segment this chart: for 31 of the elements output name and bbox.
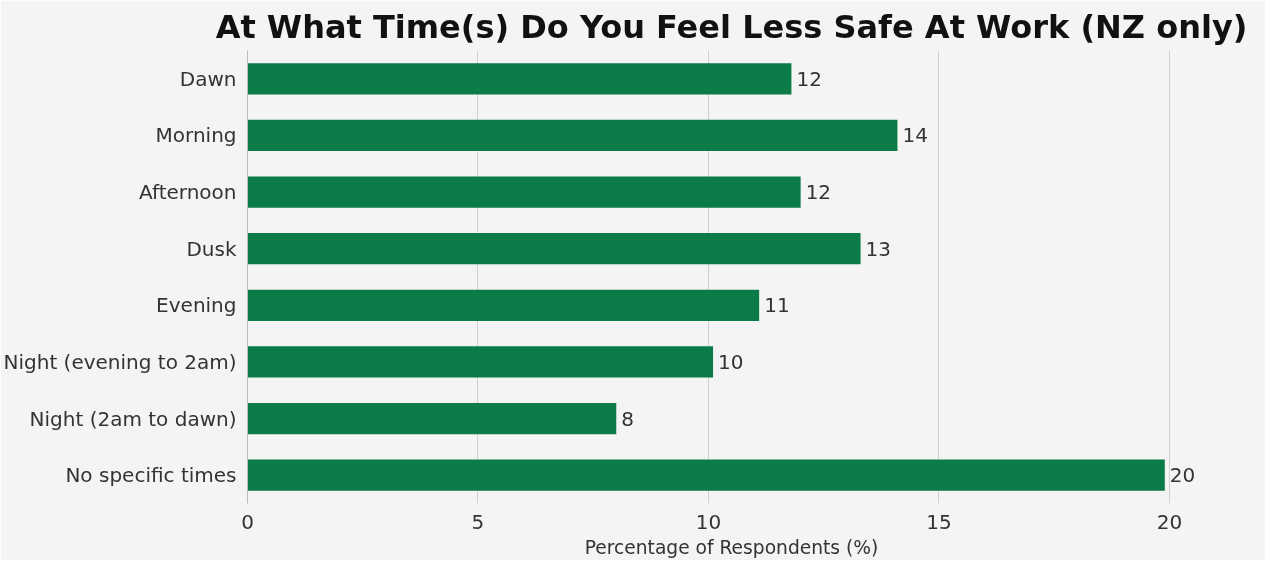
bar xyxy=(247,233,861,265)
data-label: 14 xyxy=(902,123,928,148)
y-tick-label: No specific times xyxy=(65,463,237,488)
x-tick-label: 15 xyxy=(926,509,952,534)
bar xyxy=(247,346,714,378)
x-tick-label: 20 xyxy=(1156,509,1183,534)
data-label: 13 xyxy=(865,236,892,261)
bar xyxy=(247,176,801,208)
x-tick-label: 5 xyxy=(471,509,485,534)
y-tick-label: Dawn xyxy=(179,66,237,91)
bar xyxy=(247,119,898,152)
x-axis-title: Percentage of Respondents (%) xyxy=(584,536,879,558)
x-tick-label: 10 xyxy=(695,509,722,534)
data-label: 12 xyxy=(796,66,822,91)
y-tick-label: Dusk xyxy=(186,236,237,261)
data-label: 8 xyxy=(621,406,634,431)
data-label: 11 xyxy=(764,293,790,318)
y-tick-label: Evening xyxy=(156,293,237,318)
y-tick-label: Night (evening to 2am) xyxy=(3,349,237,374)
bar xyxy=(247,63,792,95)
x-tick-label: 0 xyxy=(241,509,254,534)
y-tick-label: Night (2am to dawn) xyxy=(29,406,237,431)
y-tick-label: Afternoon xyxy=(139,180,237,205)
bar xyxy=(247,459,1165,491)
data-label: 10 xyxy=(718,349,744,374)
bar xyxy=(247,289,760,321)
y-tick-label: Morning xyxy=(155,123,237,148)
data-label: 12 xyxy=(805,180,832,205)
chart-title: At What Time(s) Do You Feel Less Safe At Work (NZ only) xyxy=(215,7,1248,46)
bar xyxy=(247,402,617,435)
data-label: 20 xyxy=(1169,463,1196,488)
